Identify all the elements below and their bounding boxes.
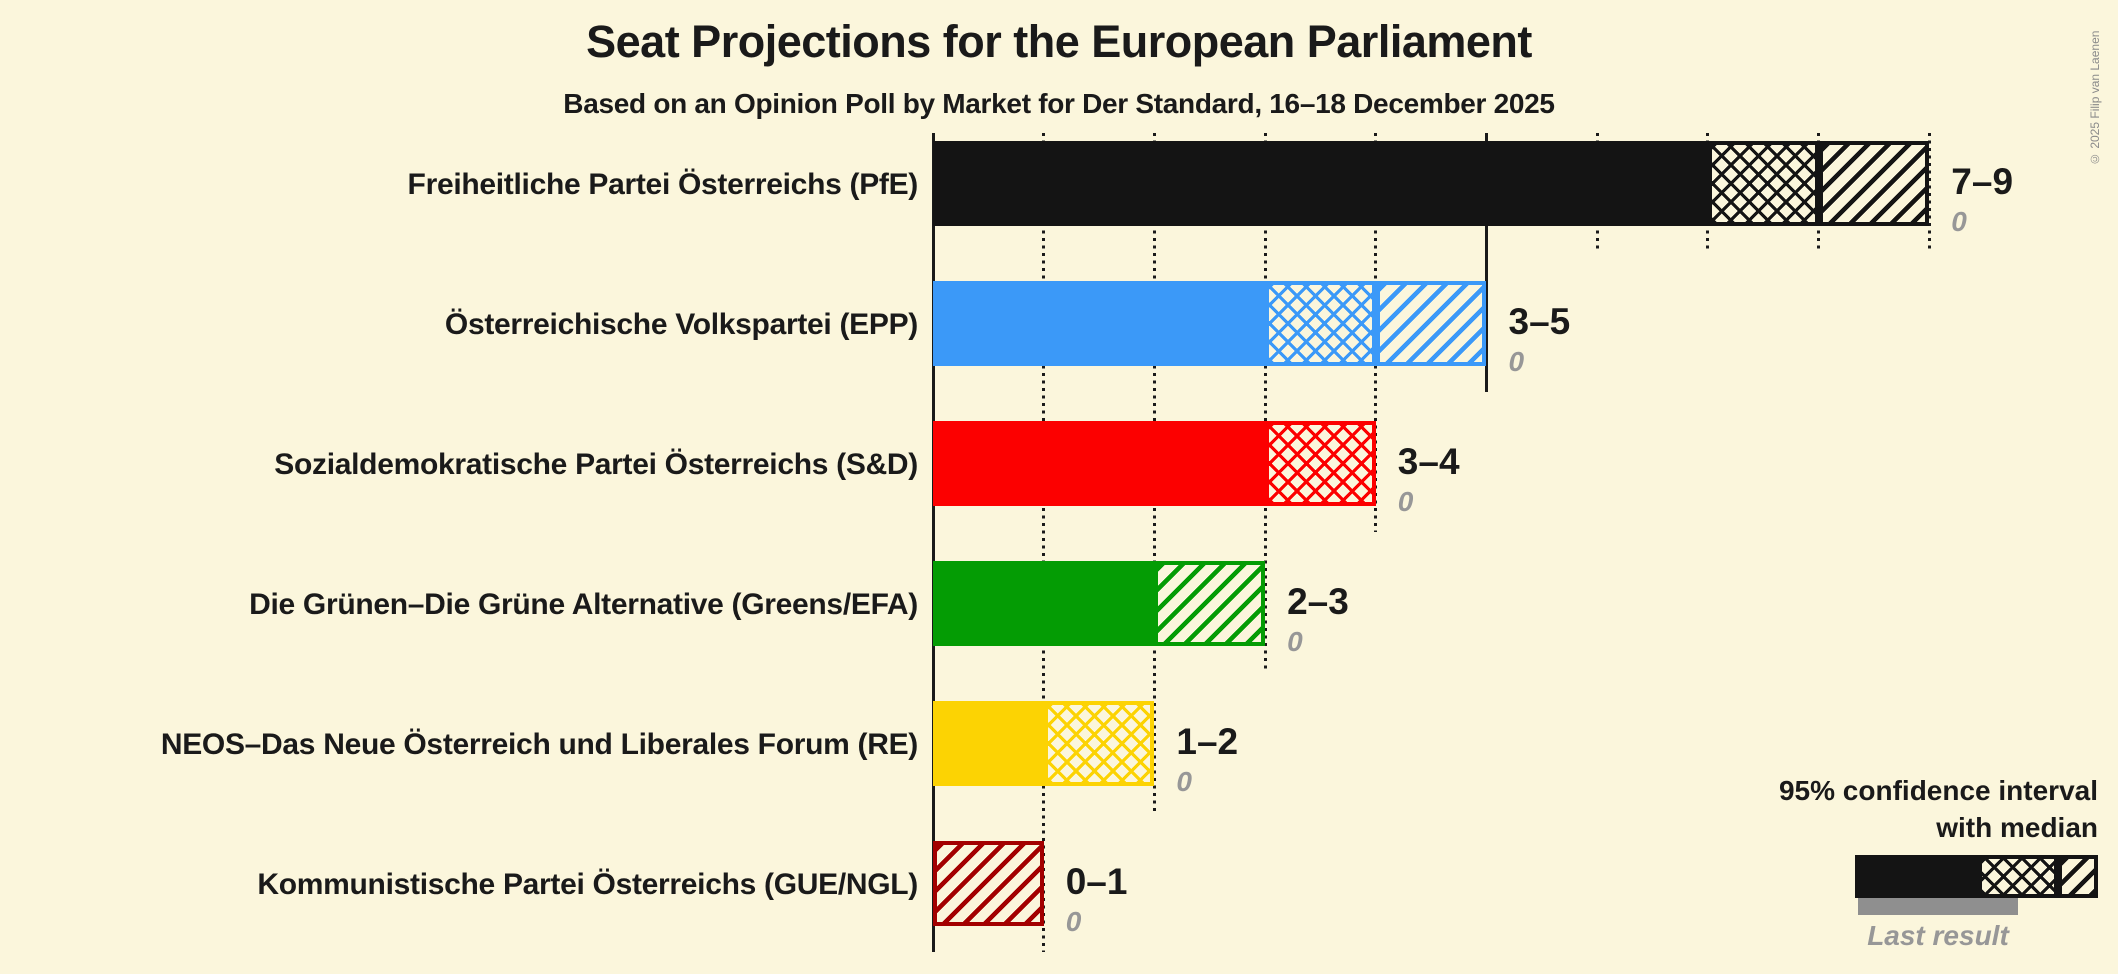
- bar-segment-diagonal: [1154, 561, 1266, 646]
- bar-segment-solid: [933, 701, 1044, 786]
- party-label: Die Grünen–Die Grüne Alternative (Greens…: [249, 588, 918, 621]
- copyright-note: © 2025 Filip van Laenen: [2088, 30, 2102, 166]
- confidence-interval-value: 7–9: [1951, 161, 2014, 202]
- bar-segment-solid: [933, 141, 1708, 226]
- value-label: 7–9 0: [1951, 161, 2013, 237]
- minor-gridline-9: [1927, 133, 1931, 252]
- major-gridline-5: [1485, 133, 1488, 392]
- confidence-interval-value: 3–4: [1397, 441, 1460, 482]
- party-label: Sozialdemokratische Partei Österreichs (…: [274, 448, 918, 481]
- legend-segment-solid: [1855, 855, 1978, 898]
- value-label: 0–1 0: [1066, 861, 1128, 937]
- minor-gridline-3: [1263, 133, 1267, 672]
- bar-segment-solid: [933, 421, 1266, 506]
- minor-gridline-1: [1042, 133, 1046, 952]
- last-result-value: 0: [1951, 206, 1967, 237]
- bar-segment-solid: [933, 561, 1155, 646]
- legend-last-result-label: Last result: [1867, 920, 2009, 951]
- confidence-interval-value: 0–1: [1065, 861, 1128, 902]
- legend-ci-line2: with median: [1936, 812, 2098, 843]
- confidence-interval-value: 3–5: [1508, 301, 1571, 342]
- last-result-value: 0: [1287, 626, 1303, 657]
- legend-last-result-bar: [1858, 898, 2018, 915]
- bar-segment-crosshatch: [1265, 421, 1376, 506]
- last-result-value: 0: [1065, 906, 1082, 937]
- legend-segment-crosshatch: [1978, 855, 2058, 898]
- bar-segment-crosshatch: [1265, 281, 1376, 366]
- chart-subtitle: Based on an Opinion Poll by Market for D…: [563, 88, 1555, 119]
- party-label: Freiheitliche Partei Österreichs (PfE): [407, 168, 919, 201]
- bar-segment-crosshatch: [1707, 141, 1819, 226]
- last-result-value: 0: [1508, 346, 1525, 377]
- last-result-value: 0: [1176, 766, 1192, 797]
- confidence-interval-value: 1–2: [1176, 721, 1239, 762]
- chart-title: Seat Projections for the European Parlia…: [586, 16, 1532, 67]
- party-label: NEOS–Das Neue Österreich und Liberales F…: [160, 728, 918, 761]
- legend-sample-bar: [1855, 855, 2098, 898]
- last-result-value: 0: [1397, 486, 1414, 517]
- confidence-interval-value: 2–3: [1287, 581, 1349, 622]
- party-label: Kommunistische Partei Österreichs (GUE/N…: [257, 868, 918, 901]
- bar-segment-diagonal: [933, 841, 1044, 926]
- value-axis-line: [931, 133, 935, 952]
- party-label: Österreichische Volkspartei (EPP): [444, 308, 918, 341]
- bar-segment-diagonal: [1375, 281, 1487, 366]
- bar-segment-diagonal: [1818, 141, 1930, 226]
- bar-segment-crosshatch: [1043, 701, 1155, 786]
- legend-segment-diagonal: [2058, 855, 2098, 898]
- value-label: 3–4 0: [1398, 441, 1460, 517]
- legend-title: 95% confidence interval with median: [1498, 772, 2098, 846]
- bar-segment-solid: [933, 281, 1266, 366]
- legend-ci-line1: 95% confidence interval: [1778, 775, 2098, 806]
- value-label: 1–2 0: [1176, 721, 1238, 797]
- value-label: 2–3 0: [1287, 581, 1349, 657]
- value-label: 3–5 0: [1509, 301, 1571, 377]
